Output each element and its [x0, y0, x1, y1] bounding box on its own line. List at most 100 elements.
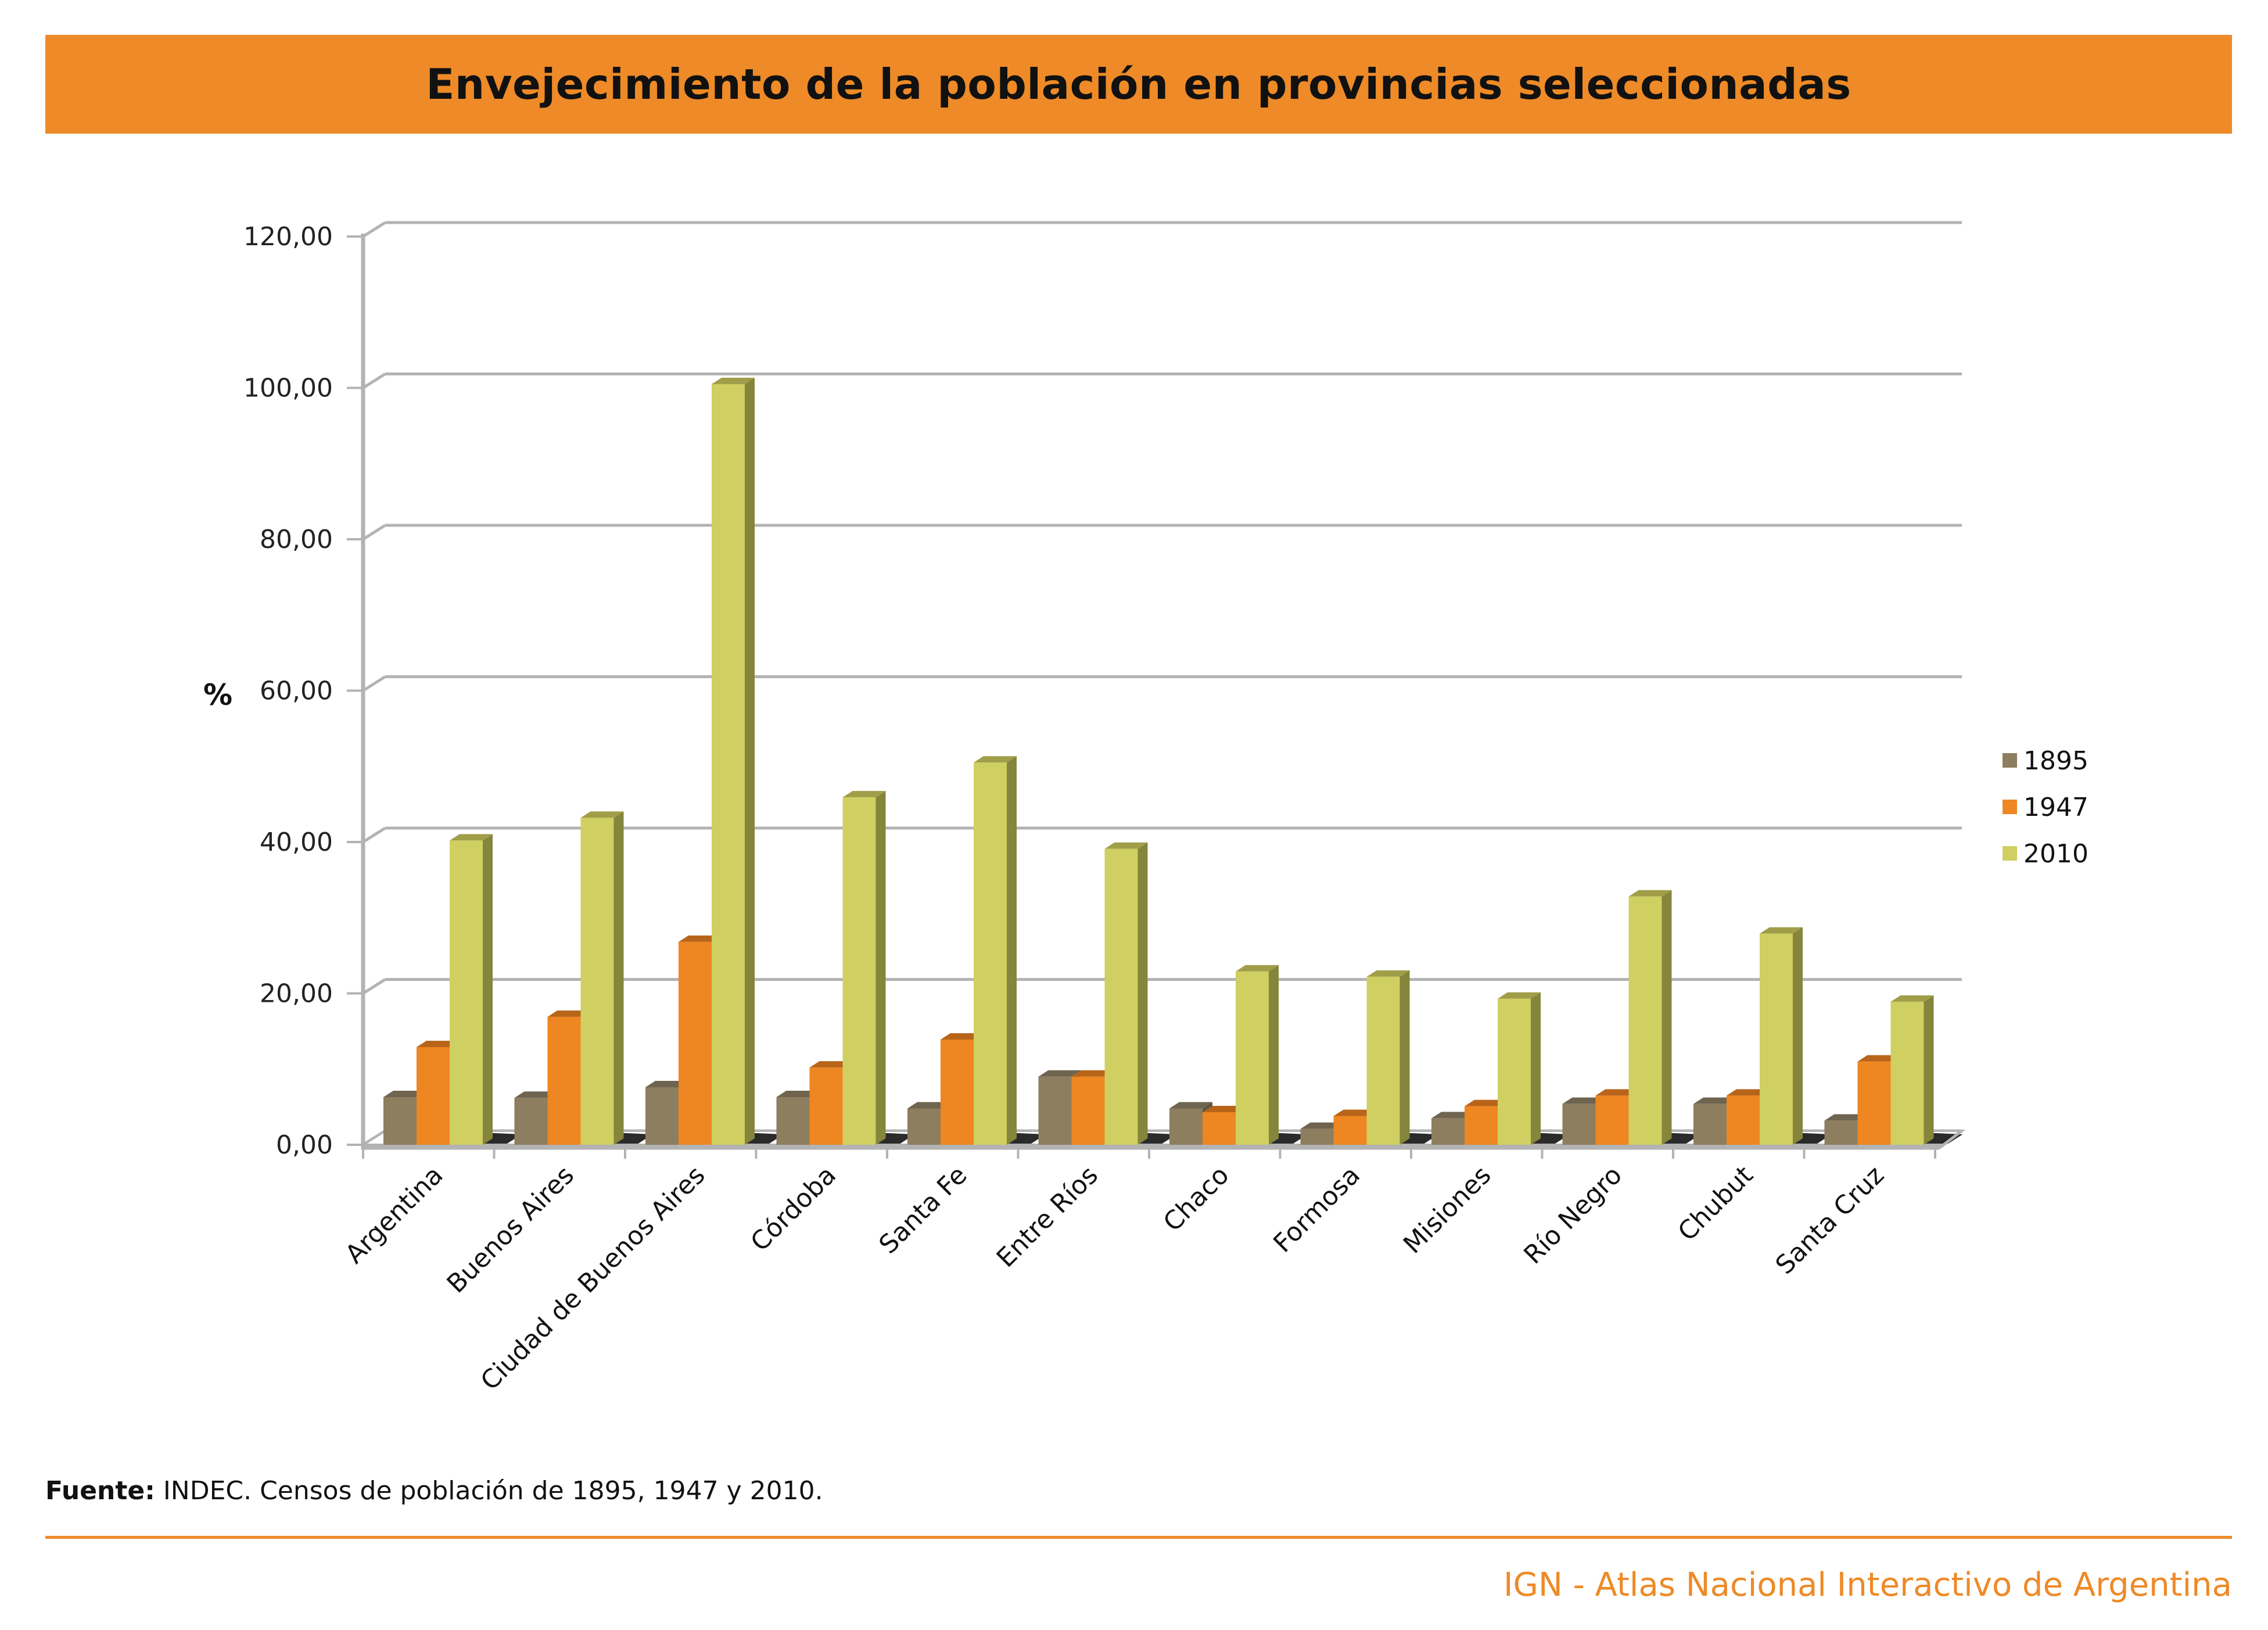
y-tick-label: 20,00: [260, 979, 333, 1009]
bar-top: [941, 1033, 984, 1040]
bar-top: [1366, 970, 1410, 977]
bar-2010: [1104, 842, 1148, 1145]
bar-front: [941, 1039, 974, 1145]
bar-front: [1824, 1120, 1858, 1145]
bar-front: [514, 1098, 548, 1145]
x-category-label: Chubut: [1673, 1160, 1759, 1247]
bar-front: [1628, 896, 1662, 1145]
gridline-depth: [362, 372, 386, 389]
bar-top: [1071, 1070, 1115, 1077]
bar-2010: [1628, 890, 1672, 1145]
bars: [383, 377, 1963, 1145]
legend-label-1895: 1895: [2023, 746, 2088, 776]
bar-front: [1038, 1076, 1072, 1145]
bar-front: [1857, 1061, 1891, 1145]
bar-front: [1727, 1095, 1760, 1145]
bar-front: [450, 840, 483, 1145]
bar-top: [1890, 995, 1934, 1002]
x-category-label: Buenos Aires: [442, 1160, 580, 1299]
bar-side: [1531, 992, 1541, 1145]
bar-2010: [580, 811, 624, 1145]
bar-top: [1465, 1099, 1508, 1106]
bar-front: [1760, 933, 1793, 1145]
bar-front: [417, 1047, 450, 1145]
bar-front: [1203, 1112, 1236, 1145]
bar-top: [417, 1040, 460, 1047]
bar-front: [1300, 1129, 1334, 1145]
legend-label-1947: 1947: [2023, 793, 2088, 822]
bar-top: [547, 1010, 591, 1017]
bar-side: [483, 834, 493, 1145]
bar-top: [1038, 1070, 1082, 1077]
x-category-label: Argentina: [340, 1160, 449, 1270]
bar-front: [383, 1097, 417, 1145]
y-tick-label: 60,00: [260, 676, 333, 706]
gridline-depth: [362, 221, 386, 238]
y-tick-labels: 0,00 20,00 40,00 60,00 80,00 100,00 120,00: [243, 222, 333, 1160]
bar-2010: [1890, 995, 1934, 1145]
x-category-label: Santa Fe: [874, 1160, 973, 1260]
x-category-label: Chaco: [1158, 1160, 1235, 1238]
bar-top: [580, 811, 624, 818]
bar-side: [1793, 927, 1803, 1145]
bar-top: [907, 1102, 950, 1109]
bar-top: [1760, 927, 1803, 934]
bar-front: [1595, 1095, 1629, 1145]
bar-front: [1431, 1118, 1465, 1145]
bar-front: [1366, 976, 1400, 1145]
x-category-label: Misiones: [1398, 1160, 1497, 1260]
bar-top: [1824, 1114, 1868, 1121]
bar-top: [974, 756, 1017, 763]
bar-top: [1727, 1089, 1770, 1096]
bar-front: [1890, 1001, 1924, 1145]
bar-top: [1693, 1097, 1736, 1104]
bar-front: [547, 1016, 581, 1145]
bar-front: [1169, 1108, 1203, 1145]
bar-top: [1236, 965, 1279, 972]
bar-1895: [1824, 1114, 1868, 1145]
bar-front: [580, 818, 614, 1145]
bar-side: [1924, 995, 1934, 1145]
y-tick-label: 40,00: [260, 827, 333, 857]
bar-side: [1137, 842, 1148, 1145]
bar-top: [842, 791, 886, 798]
gridline-depth: [362, 524, 386, 541]
legend-label-2010: 2010: [2023, 839, 2088, 869]
legend: 1895 1947 2010: [2003, 746, 2088, 869]
y-tick-label: 80,00: [260, 525, 333, 554]
bar-top: [1333, 1109, 1377, 1116]
bar-front: [1693, 1104, 1727, 1145]
source-note: Fuente: INDEC. Censos de población de 18…: [45, 1476, 823, 1506]
bar-top: [712, 377, 755, 384]
x-category-label: Río Negro: [1519, 1160, 1628, 1270]
bar-top: [514, 1091, 558, 1098]
bar-top: [1431, 1112, 1474, 1119]
y-tick-label: 120,00: [243, 222, 333, 252]
bar-front: [645, 1087, 679, 1145]
bar-side: [1661, 890, 1672, 1145]
bar-top: [1498, 992, 1541, 999]
bar-top: [1104, 842, 1148, 849]
bar-side: [1399, 970, 1410, 1145]
bar-side: [875, 791, 886, 1145]
bar-top: [645, 1081, 688, 1088]
bar-2010: [450, 834, 493, 1145]
bar-2010: [1366, 970, 1410, 1145]
bar-side: [745, 377, 755, 1145]
bar-front: [1071, 1076, 1105, 1145]
bar-front: [1562, 1104, 1596, 1145]
gridline-depth: [362, 826, 386, 844]
gridline-depth: [362, 978, 386, 995]
bar-top: [809, 1061, 853, 1068]
bar-front: [974, 762, 1007, 1145]
bar-top: [1562, 1097, 1606, 1104]
bar-top: [679, 935, 722, 942]
bar-front: [907, 1108, 941, 1145]
bar-front: [1333, 1116, 1367, 1145]
gridline-depth: [362, 675, 386, 692]
bar-front: [1104, 848, 1138, 1145]
bar-top: [1857, 1055, 1901, 1062]
y-tick-label: 100,00: [243, 374, 333, 403]
